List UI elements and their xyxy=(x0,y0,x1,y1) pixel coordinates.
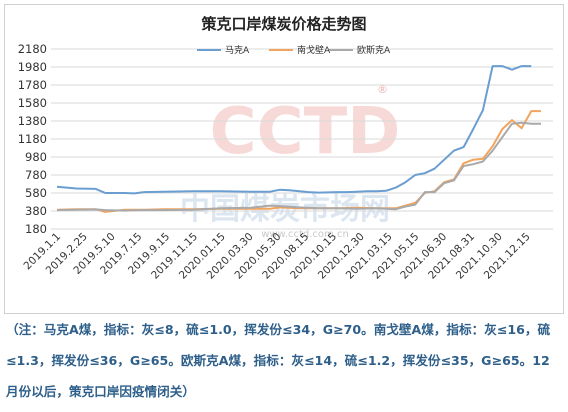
y-tick-label: 2180 xyxy=(18,42,47,56)
footnote: （注：马克A煤，指标：灰≤8，硫≤1.0，挥发份≤34，G≥70。南戈壁A煤，指… xyxy=(6,322,551,399)
y-tick-label: 1580 xyxy=(18,96,47,110)
watermark-url: www.cctd.com.cn xyxy=(261,229,349,240)
legend-label-3: 欧斯克A xyxy=(357,44,391,56)
y-tick-label: 780 xyxy=(25,168,47,182)
legend-label-1: 马克A xyxy=(225,45,250,56)
legend-label-2: 南戈壁A xyxy=(297,44,331,56)
chart-title: 策克口岸煤炭价格走势图 xyxy=(200,15,366,33)
y-tick-label: 980 xyxy=(25,150,47,164)
watermark-registered: ® xyxy=(377,83,388,96)
series-line-1 xyxy=(56,65,532,195)
y-tick-label: 380 xyxy=(25,204,47,218)
y-tick-label: 1380 xyxy=(18,114,47,128)
watermark-logo: CCTD xyxy=(210,95,401,169)
series-line-3 xyxy=(56,121,541,212)
y-tick-label: 1780 xyxy=(18,78,47,92)
chart-frame: 策克口岸煤炭价格走势图 CCTD 中国煤炭市场网 www.cctd.com.cn ® 18… xyxy=(4,4,564,314)
y-tick-label: 1980 xyxy=(18,60,47,74)
y-tick-label: 580 xyxy=(25,186,47,200)
price-trend-chart: 策克口岸煤炭价格走势图CCTD中国煤炭市场网www.cctd.com.cn®18… xyxy=(18,15,553,282)
y-tick-label: 1180 xyxy=(18,132,47,146)
y-tick-label: 180 xyxy=(25,222,47,236)
